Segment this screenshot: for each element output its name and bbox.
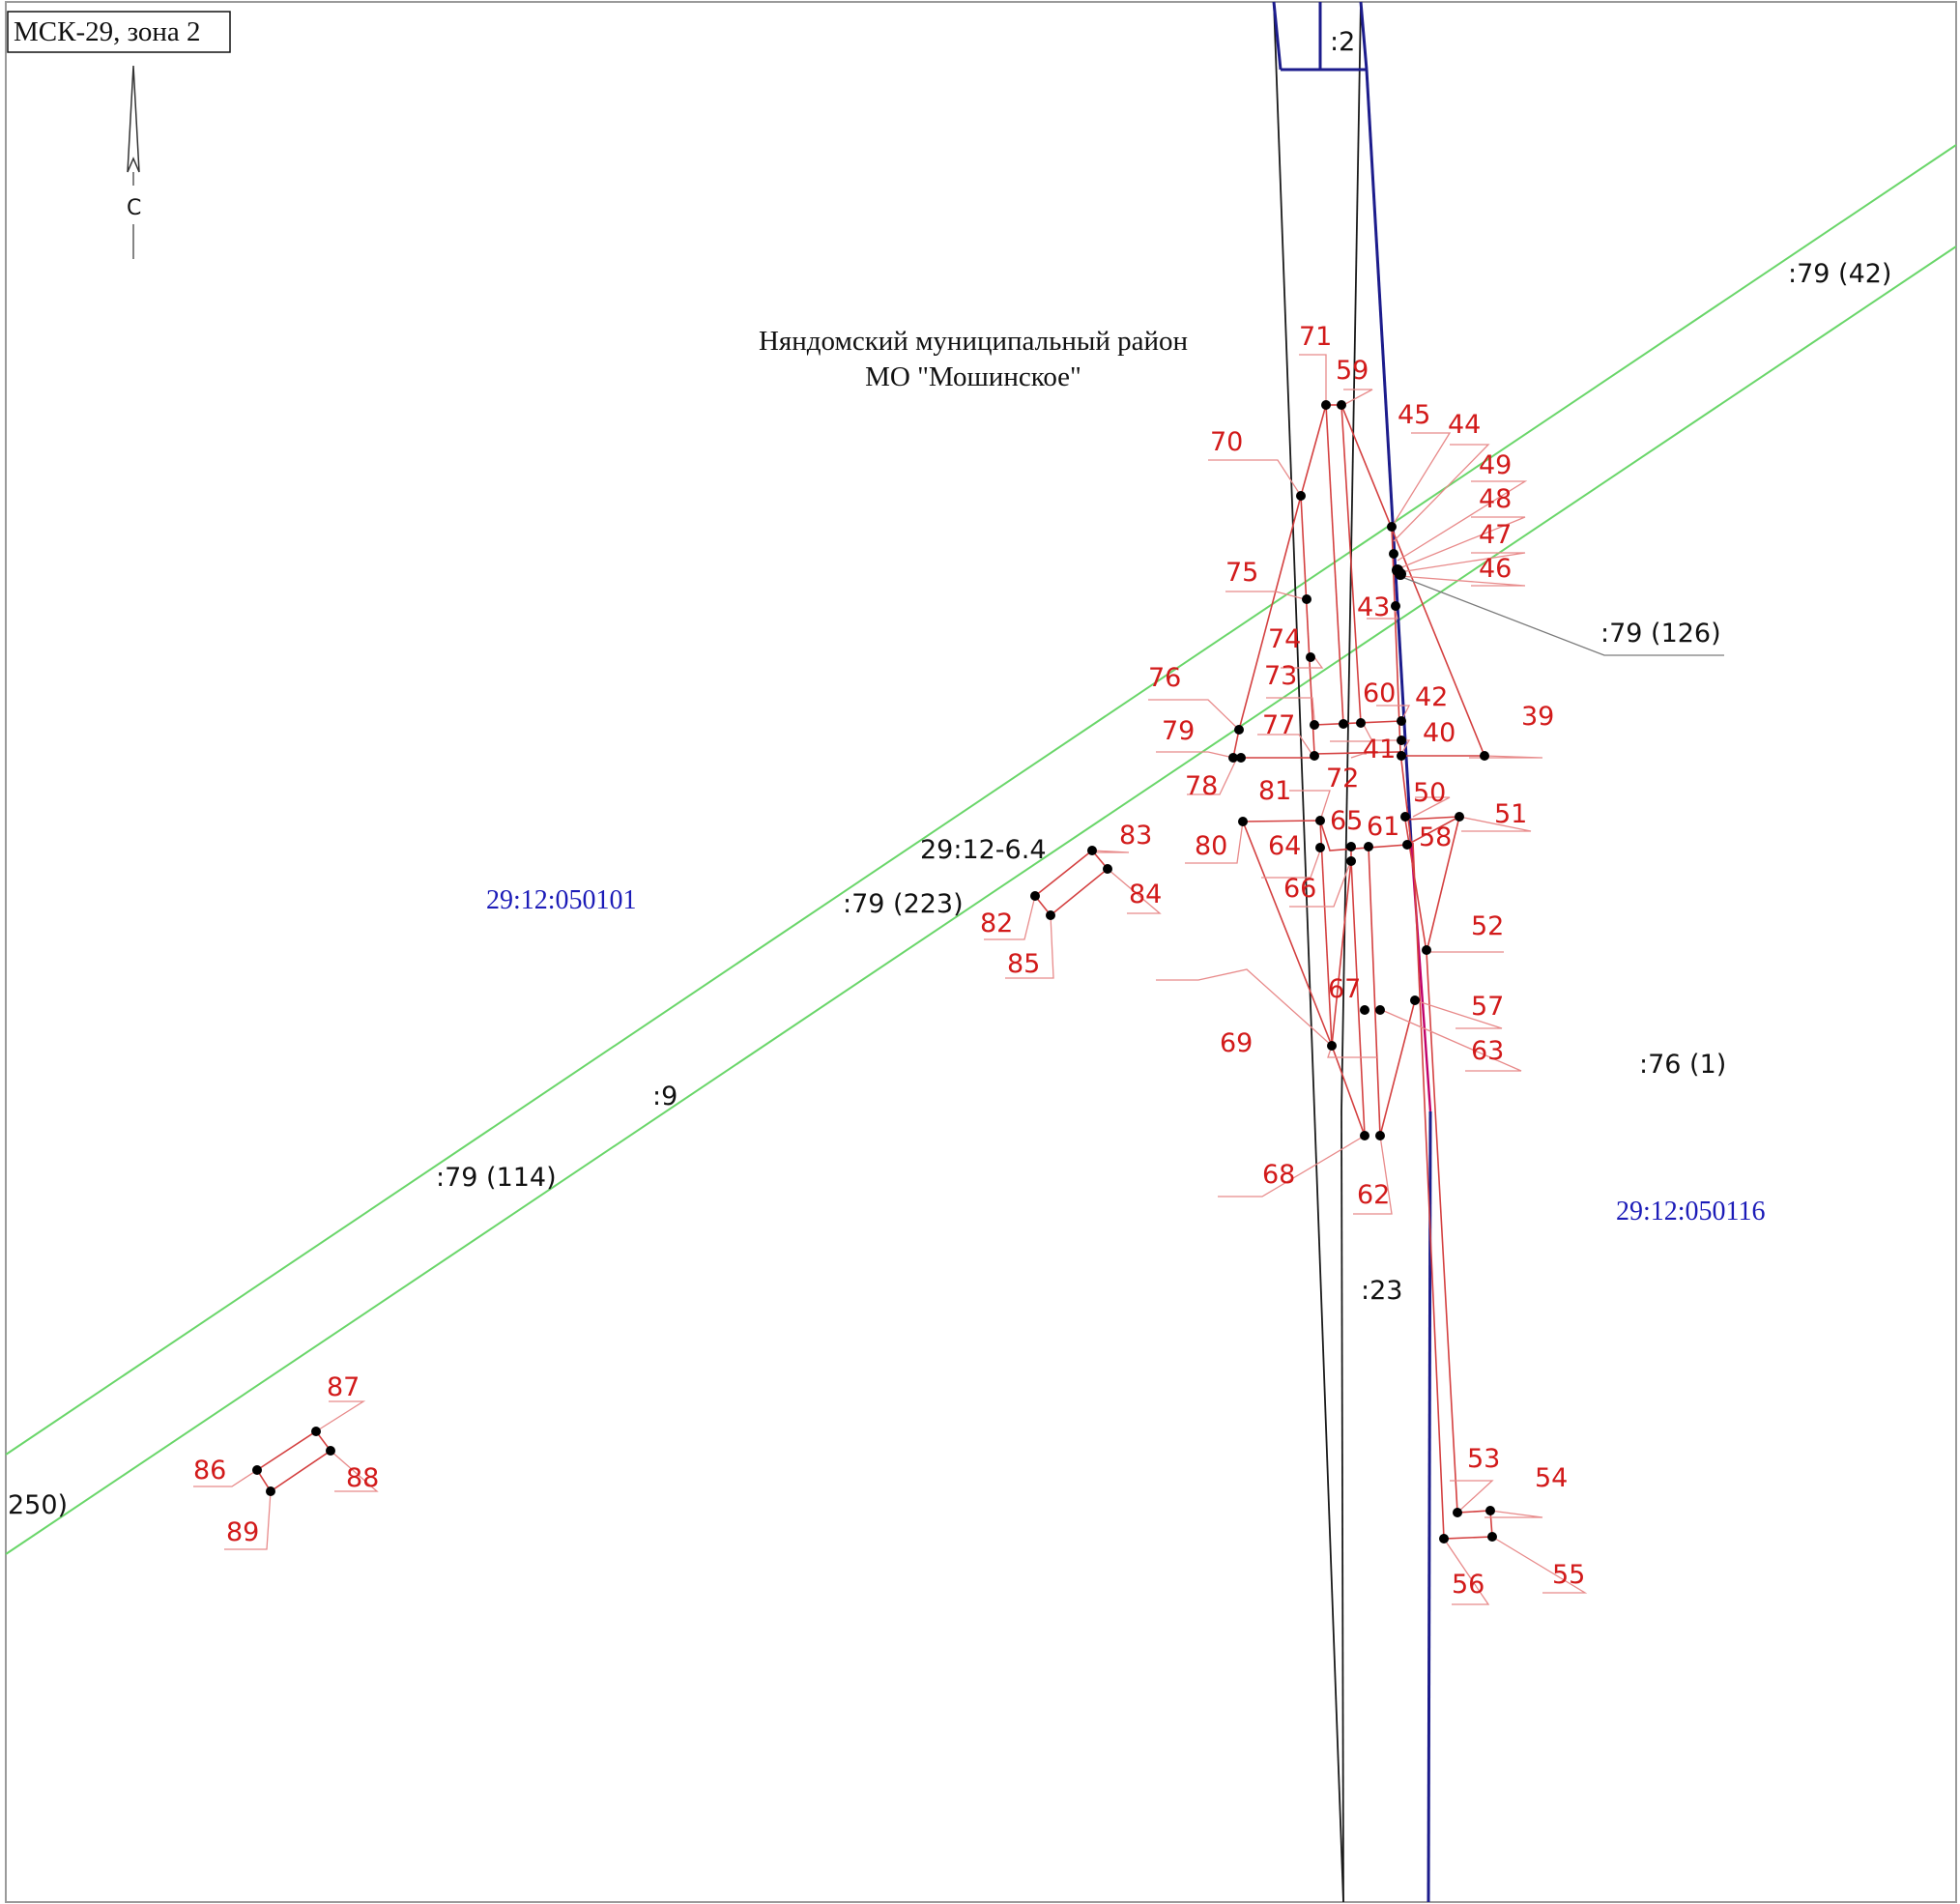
parcel-label: :2 xyxy=(1330,27,1355,57)
point-label: 61 xyxy=(1367,812,1399,842)
municipality-name: МО "Мошинское" xyxy=(865,361,1081,392)
zone-label: 29:12-6.4 xyxy=(920,835,1047,865)
point-label: 88 xyxy=(346,1463,379,1493)
point-label: 49 xyxy=(1479,450,1512,480)
point-label: 86 xyxy=(193,1456,226,1486)
point-label: 41 xyxy=(1363,735,1396,764)
point-label: 72 xyxy=(1326,764,1359,793)
point-label: 44 xyxy=(1448,410,1481,440)
point-label: 52 xyxy=(1471,911,1504,941)
point-label: 53 xyxy=(1467,1444,1500,1474)
point-label: 89 xyxy=(226,1517,259,1547)
parcel-label: :79 (42) xyxy=(1788,259,1891,289)
point-label: 48 xyxy=(1479,484,1512,514)
point-label: 78 xyxy=(1185,771,1218,801)
road-strip xyxy=(1272,1,1432,1903)
point-label: 84 xyxy=(1129,880,1162,909)
point-label: 87 xyxy=(327,1372,360,1402)
point-label: 63 xyxy=(1471,1036,1504,1066)
point-label: 82 xyxy=(980,909,1013,938)
point-label: 47 xyxy=(1479,520,1512,550)
parcel-label: :9 xyxy=(652,1082,677,1111)
point-label: 73 xyxy=(1264,661,1297,691)
point-label: 68 xyxy=(1262,1160,1295,1190)
point-label: 76 xyxy=(1148,663,1181,693)
point-label: 66 xyxy=(1283,874,1316,904)
point-label: 85 xyxy=(1007,949,1040,979)
point-label: 43 xyxy=(1357,592,1390,622)
point-label: 79 xyxy=(1162,716,1195,746)
point-label: 83 xyxy=(1119,821,1152,851)
vertices xyxy=(252,400,1497,1543)
point-label: 54 xyxy=(1535,1463,1568,1493)
point-label: 69 xyxy=(1220,1028,1253,1058)
zone-boundary-lower xyxy=(5,245,1957,1555)
point-label: 58 xyxy=(1419,822,1452,852)
point-label: 39 xyxy=(1521,702,1554,732)
point-label: 75 xyxy=(1225,558,1258,588)
crs-box xyxy=(7,11,231,53)
north-label: С xyxy=(127,196,141,220)
parcel-label: :76 (1) xyxy=(1639,1050,1726,1080)
point-label: 62 xyxy=(1357,1180,1390,1210)
crs-label: МСК-29, зона 2 xyxy=(14,16,201,47)
parcel-label: :23 xyxy=(1361,1276,1402,1306)
point-label: 64 xyxy=(1268,831,1301,861)
point-labels: 39 40 41 42 43 44 45 46 47 48 49 50 51 5… xyxy=(193,322,1585,1600)
parcel-label: :79 (126) xyxy=(1600,619,1721,649)
district-name: Няндомский муниципальный район xyxy=(759,326,1188,357)
point-label: 71 xyxy=(1299,322,1332,352)
point-label: 42 xyxy=(1415,682,1448,712)
north-arrow-icon xyxy=(127,65,140,259)
point-label: 65 xyxy=(1330,806,1363,836)
point-label: 74 xyxy=(1268,624,1301,654)
cadastral-block-west: 29:12:050101 xyxy=(486,885,637,915)
parcel-label: 250) xyxy=(8,1490,68,1520)
point-label: 81 xyxy=(1258,776,1291,806)
point-label: 45 xyxy=(1398,400,1430,430)
point-label: 46 xyxy=(1479,554,1512,584)
point-label: 70 xyxy=(1210,427,1243,457)
point-label: 55 xyxy=(1552,1560,1585,1590)
point-label: 67 xyxy=(1328,974,1361,1004)
point-label: 56 xyxy=(1452,1570,1484,1600)
zone-boundary-upper xyxy=(5,144,1957,1456)
cadastral-block-east: 29:12:050116 xyxy=(1616,1197,1766,1226)
point-label: 77 xyxy=(1262,710,1295,740)
point-label: 40 xyxy=(1423,718,1456,748)
point-label: 59 xyxy=(1336,356,1369,386)
point-label: 51 xyxy=(1494,799,1527,829)
point-label: 57 xyxy=(1471,992,1504,1022)
map-frame xyxy=(5,1,1957,1903)
point-label: 80 xyxy=(1195,831,1227,861)
parcel-label: :79 (223) xyxy=(843,889,964,919)
parcel-label: :79 (114) xyxy=(436,1163,557,1193)
point-label: 50 xyxy=(1413,778,1446,808)
point-label: 60 xyxy=(1363,678,1396,708)
